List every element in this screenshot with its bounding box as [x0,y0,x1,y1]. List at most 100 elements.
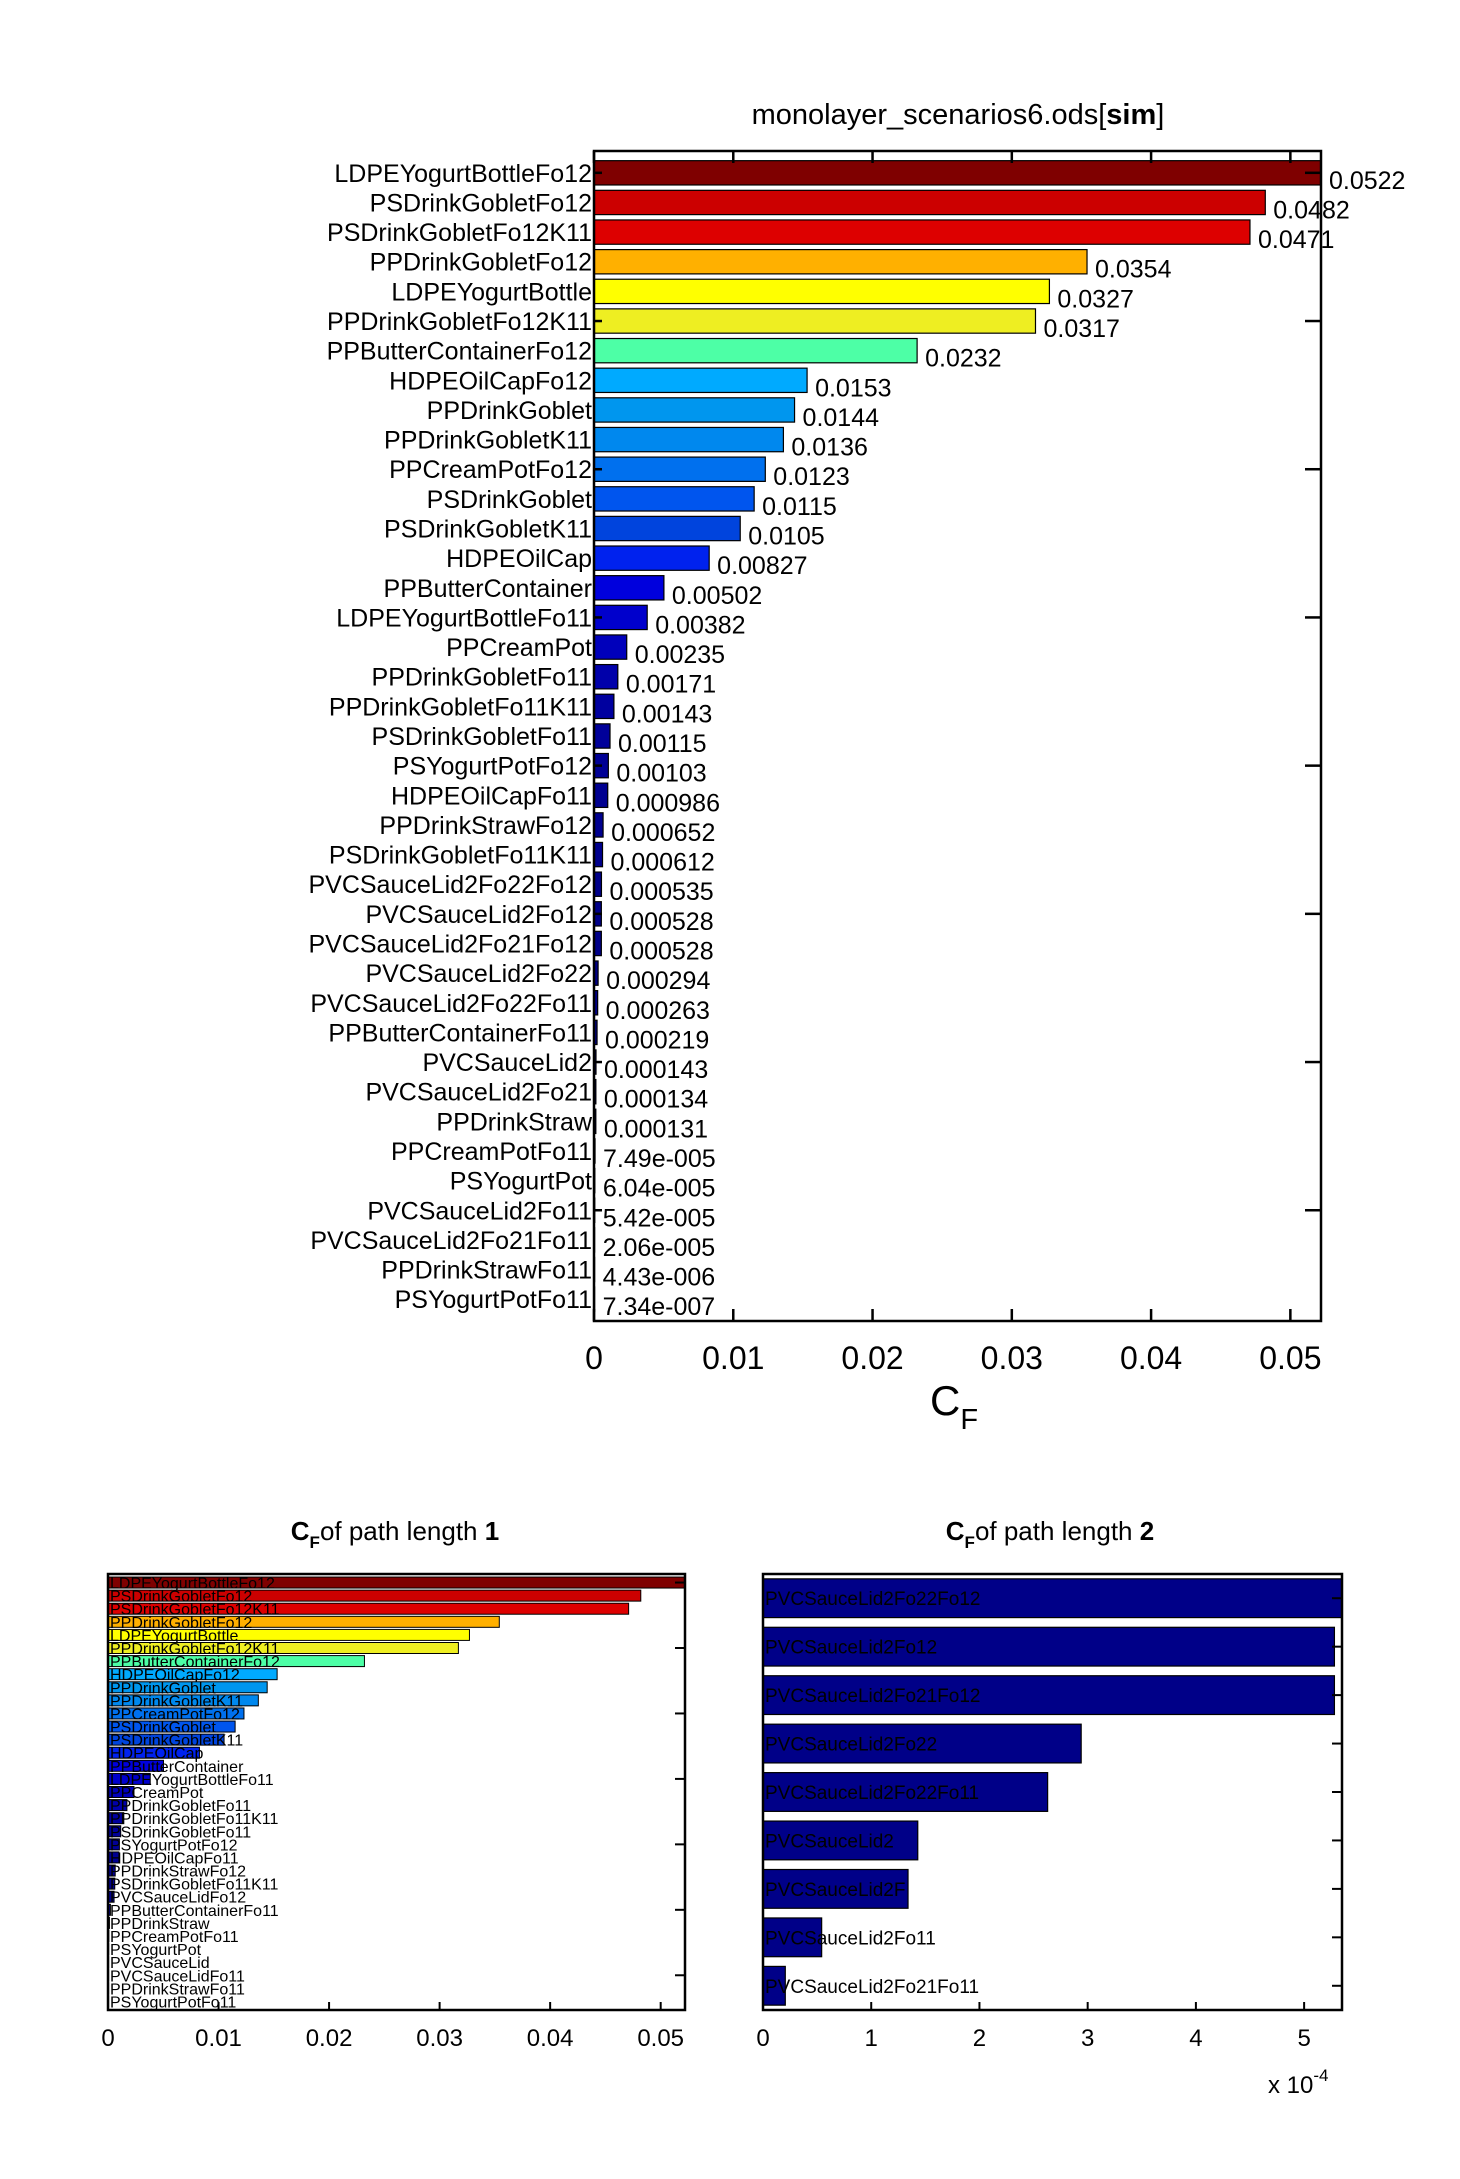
path-length-1-chart: CFof path length 1 LDPEYogurtBottleFo12P… [101,1516,687,2052]
main-value-label: 0.0153 [815,374,891,402]
main-bar [593,397,796,423]
path-length-1-bar-label: PPCreamPotFo12 [110,1706,240,1723]
path-length-2-bar-label: PVCSauceLid2Fo12 [765,1638,937,1659]
main-value-label: 0.000294 [606,967,710,995]
path-length-1-bars: LDPEYogurtBottleFo12PSDrinkGobletFo12PSD… [107,1576,686,2011]
main-category-label: PPCreamPot [446,634,592,662]
path-length-2-bar-label: PVCSauceLid2Fo22 [765,1735,937,1756]
path-length-2-bar-label: PVCSauceLid2Fo22Fo11 [765,1783,979,1804]
path-length-1-bar-label: PSDrinkGobletFo11 [110,1824,251,1841]
main-bar [593,812,604,838]
main-bar [593,278,1051,305]
path-length-1-bar-label: PPDrinkGobletK11 [110,1693,243,1710]
path-length-1-bar-label: PSDrinkGobletFo12 [110,1589,252,1606]
main-value-label: 6.04e-005 [603,1175,716,1203]
main-x-tick-label: 0.01 [702,1340,764,1376]
main-category-labels: LDPEYogurtBottleFo12PSDrinkGobletFo12PSD… [308,160,592,1314]
main-value-label: 4.43e-006 [603,1264,716,1292]
main-category-label: PSDrinkGobletFo11K11 [329,842,592,870]
path-length-1-bar-label: PPButterContainerFo11 [110,1903,279,1920]
main-category-label: PPDrinkStrawFo11 [381,1257,592,1285]
main-category-label: PPDrinkGobletFo12K11 [327,308,592,336]
main-bar [593,515,741,542]
path-length-1-bar-label: PVCSauceLid [110,1955,210,1972]
path-length-2-bar [762,1723,1082,1764]
path-length-1-bar-label: PSYogurtPot [110,1942,202,1959]
main-value-label: 0.0115 [762,493,837,521]
main-value-label: 0.00235 [635,641,725,669]
path-length-2-x-tick-label: 5 [1297,2025,1310,2052]
main-value-label: 0.000134 [604,1086,708,1114]
path-length-1-bar-label: PVCSauceLidFo12 [110,1890,246,1907]
main-x-tick-label: 0.04 [1120,1340,1182,1376]
main-category-label: HDPEOilCap [446,545,592,573]
main-y-ticks [594,171,1321,1212]
path-length-2-bar [762,1772,1049,1812]
path-length-1-x-tick-label: 0.03 [416,2025,463,2052]
path-length-2-y-ticks [1332,1597,1342,1987]
path-length-2-x-tick-label: 2 [973,2025,986,2052]
path-length-1-x-ticks: 0 0.01 0.02 0.03 0.04 0.05 [101,2002,684,2052]
path-length-1-bar-label: PPDrinkGoblet [110,1680,216,1697]
main-bar [593,337,918,364]
main-value-label: 0.00502 [672,582,762,610]
main-bar [593,634,628,660]
main-category-label: PVCSauceLid2 [422,1049,592,1077]
main-category-label: PSDrinkGobletK11 [384,516,592,544]
main-bar [593,723,611,749]
main-category-label: PVCSauceLid2Fo11 [367,1197,592,1225]
main-value-label: 0.000612 [611,849,715,877]
main-category-label: PPCreamPotFo11 [391,1138,592,1166]
main-bars [593,160,1322,1312]
main-bar [593,456,766,482]
main-bar [593,841,604,868]
path-length-1-x-tick-label: 0.05 [637,2025,684,2052]
path-length-2-title: CFof path length 2 [946,1516,1154,1552]
path-length-1-bar-label: PSYogurtPotFo12 [110,1837,238,1854]
main-value-label: 5.42e-005 [603,1204,716,1232]
main-value-label: 0.00103 [616,760,706,788]
path-length-2-bar-label: PVCSauceLid2F [765,1880,905,1901]
main-bar [593,248,1088,275]
main-x-ticks: 0 0.01 0.02 0.03 0.04 0.05 [585,151,1322,1376]
main-category-label: LDPEYogurtBottle [391,278,592,306]
path-length-2-bar-label: PVCSauceLid2Fo11 [765,1928,936,1949]
main-category-label: PVCSauceLid2Fo21Fo11 [310,1227,592,1255]
path-length-1-bar-label: PSDrinkGobletK11 [110,1733,243,1750]
main-value-label: 0.0327 [1057,285,1133,313]
main-value-label: 0.00143 [622,700,712,728]
path-length-2-bars: PVCSauceLid2Fo22Fo12 PVCSauceLid2Fo12 PVCS… [762,1578,1343,2006]
main-value-label: 0.0105 [748,523,824,551]
path-length-1-bar-label: PPDrinkGobletFo11 [110,1798,251,1815]
main-category-label: PPButterContainerFo11 [328,1019,592,1047]
path-length-2-bar [762,1578,1343,1619]
path-length-1-bar-label: PSDrinkGobletFo11K11 [110,1877,278,1894]
main-value-label: 0.0522 [1329,167,1405,195]
path-length-1-bar-label: PPDrinkStrawFo12 [110,1864,246,1881]
main-category-label: LDPEYogurtBottleFo11 [336,604,592,632]
path-length-1-x-tick-label: 0.04 [527,2025,574,2052]
path-length-2-x-tick-label: 1 [865,2025,878,2052]
path-length-1-frame [106,1572,687,2012]
path-length-2-bar [762,1626,1336,1667]
main-value-label: 0.000528 [609,937,713,965]
main-bar [593,308,1037,334]
main-category-label: PPButterContainerFo12 [327,338,592,366]
main-category-label: PSYogurtPot [450,1168,592,1196]
main-bar [593,575,665,601]
main-category-label: PPDrinkStraw [436,1108,593,1136]
path-length-1-bar-label: PPDrinkGobletFo11K11 [110,1811,278,1828]
main-x-tick-label: 0.03 [981,1340,1043,1376]
path-length-2-chart: CFof path length 2 PVCSauceLid2Fo22Fo12P… [756,1516,1344,2099]
main-x-axis-label: CF [930,1377,978,1436]
main-value-label: 0.000263 [606,997,710,1025]
path-length-1-bar-label: PSDrinkGobletFo12K11 [110,1602,280,1619]
main-bar [593,486,755,512]
path-length-1-x-tick-label: 0 [101,2025,114,2052]
path-length-1-bar-label: PPCreamPotFo11 [110,1929,239,1946]
main-category-label: PSDrinkGoblet [427,486,592,514]
path-length-2-bar-label: PVCSauceLid2Fo21Fo12 [765,1686,980,1707]
main-category-label: PPDrinkStrawFo12 [379,812,592,840]
path-length-1-bar-label: PSDrinkGoblet [110,1720,216,1737]
